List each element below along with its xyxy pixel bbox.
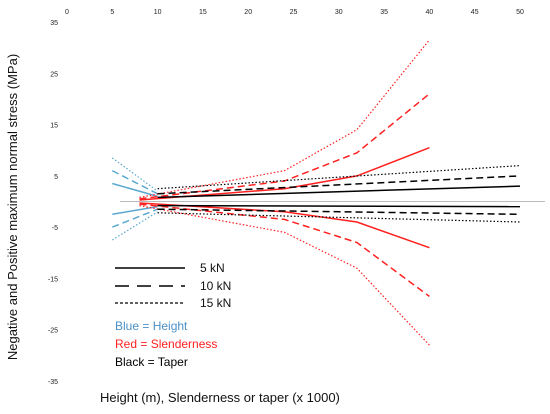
y-tick-label: -35 [48, 379, 58, 386]
y-tick-labels: 35 25 15 5 -5 -15 -25 -35 [48, 20, 58, 386]
color-note: Red = Slenderness [115, 337, 217, 351]
legend-label: 15 kN [200, 296, 231, 310]
series-line-17 [157, 208, 521, 216]
series-line-13 [157, 185, 521, 199]
x-tick-labels: 0 5 10 15 20 25 30 35 40 45 50 [65, 9, 524, 16]
series-line-15 [157, 165, 521, 190]
series-line-12 [139, 205, 430, 346]
y-tick-label: 5 [54, 174, 58, 181]
x-tick-label: 45 [471, 9, 479, 16]
legend-label: 5 kN [200, 261, 225, 275]
series-line-18 [157, 212, 521, 223]
legend-label: 10 kN [200, 279, 231, 293]
x-tick-label: 0 [65, 9, 69, 16]
series-lines [111, 39, 521, 346]
x-tick-label: 15 [199, 9, 207, 16]
series-line-14 [157, 175, 521, 195]
y-axis-title: Negative and Positive maximum normal str… [5, 54, 20, 360]
y-tick-label: 25 [50, 71, 58, 78]
y-tick-label: -5 [52, 225, 58, 232]
series-line-6 [111, 211, 158, 241]
series-line-7 [139, 147, 430, 201]
series-line-16 [157, 204, 521, 208]
x-tick-label: 5 [110, 9, 114, 16]
x-tick-label: 30 [335, 9, 343, 16]
x-tick-label: 10 [154, 9, 162, 16]
y-tick-label: 15 [50, 123, 58, 130]
color-note: Black = Taper [115, 355, 188, 369]
series-line-8 [139, 93, 430, 200]
y-tick-label: -15 [48, 276, 58, 283]
x-tick-label: 40 [426, 9, 434, 16]
color-note: Blue = Height [115, 319, 188, 333]
color-notes: Blue = Height Red = Slenderness Black = Ta… [115, 319, 217, 369]
series-line-3 [111, 157, 158, 192]
series-line-1 [112, 182, 158, 198]
y-tick-label: -25 [48, 328, 58, 335]
legend: 5 kN 10 kN 15 kN [115, 261, 231, 310]
x-tick-label: 50 [516, 9, 524, 16]
x-axis-title: Height (m), Slenderness or taper (x 1000… [100, 390, 340, 405]
series-line-11 [139, 203, 430, 298]
series-line-2 [111, 170, 158, 195]
series-line-10 [139, 202, 430, 249]
x-tick-label: 20 [244, 9, 252, 16]
y-tick-label: 35 [50, 20, 58, 27]
x-tick-label: 35 [380, 9, 388, 16]
series-line-9 [139, 39, 430, 198]
series-line-5 [112, 208, 158, 228]
x-tick-label: 25 [290, 9, 298, 16]
